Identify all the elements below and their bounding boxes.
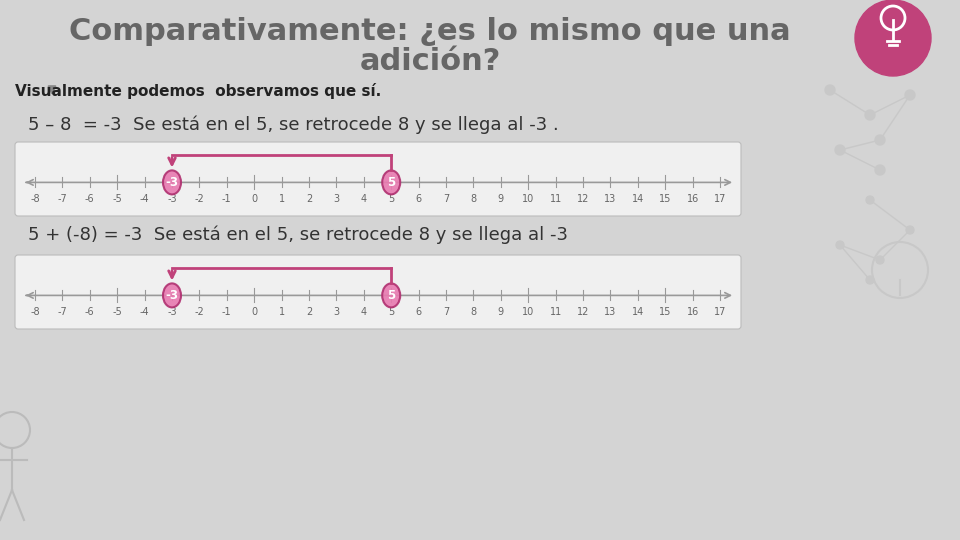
- Text: 5: 5: [388, 307, 395, 318]
- Text: 13: 13: [604, 194, 616, 205]
- Text: 0: 0: [252, 307, 257, 318]
- Circle shape: [855, 0, 931, 76]
- Text: 10: 10: [522, 307, 535, 318]
- Text: 7: 7: [443, 194, 449, 205]
- Text: -3: -3: [167, 194, 177, 205]
- Text: 17: 17: [714, 194, 726, 205]
- Text: 5 – 8  = -3  Se está en el 5, se retrocede 8 y se llega al -3 .: 5 – 8 = -3 Se está en el 5, se retrocede…: [28, 116, 559, 134]
- Ellipse shape: [382, 284, 400, 307]
- Text: 11: 11: [549, 307, 562, 318]
- Text: 9: 9: [497, 307, 504, 318]
- Text: -2: -2: [195, 194, 204, 205]
- Text: adición?: adición?: [359, 48, 501, 77]
- Text: 9: 9: [497, 194, 504, 205]
- Circle shape: [875, 135, 885, 145]
- Text: 15: 15: [659, 307, 671, 318]
- Circle shape: [865, 110, 875, 120]
- Text: -7: -7: [58, 307, 67, 318]
- FancyBboxPatch shape: [15, 142, 741, 216]
- Text: 7: 7: [443, 307, 449, 318]
- Text: 4: 4: [361, 307, 367, 318]
- Ellipse shape: [163, 284, 181, 307]
- Text: 1: 1: [278, 307, 285, 318]
- Text: 8: 8: [470, 307, 476, 318]
- Text: 6: 6: [416, 194, 421, 205]
- Circle shape: [906, 226, 914, 234]
- Text: Visualmente podemos  observamos que sí.: Visualmente podemos observamos que sí.: [15, 83, 381, 99]
- Text: 11: 11: [549, 194, 562, 205]
- Ellipse shape: [163, 171, 181, 194]
- Text: 17: 17: [714, 307, 726, 318]
- Text: 5: 5: [388, 194, 395, 205]
- Text: 14: 14: [632, 307, 644, 318]
- Circle shape: [825, 85, 835, 95]
- Text: 14: 14: [632, 194, 644, 205]
- Text: -4: -4: [140, 307, 150, 318]
- Text: -5: -5: [112, 307, 122, 318]
- Circle shape: [835, 145, 845, 155]
- Text: 6: 6: [416, 307, 421, 318]
- Text: 5: 5: [387, 289, 396, 302]
- Text: -8: -8: [30, 194, 39, 205]
- Text: 12: 12: [577, 194, 589, 205]
- Text: -7: -7: [58, 194, 67, 205]
- Text: 16: 16: [686, 194, 699, 205]
- Text: 3: 3: [333, 194, 340, 205]
- FancyBboxPatch shape: [15, 255, 741, 329]
- Circle shape: [876, 256, 884, 264]
- Text: -2: -2: [195, 307, 204, 318]
- Text: Comparativamente: ¿es lo mismo que una: Comparativamente: ¿es lo mismo que una: [69, 17, 791, 46]
- Text: 5: 5: [387, 176, 396, 189]
- Circle shape: [866, 196, 874, 204]
- Circle shape: [836, 241, 844, 249]
- Text: 2: 2: [306, 194, 312, 205]
- Text: 5 + (-8) = -3  Se está en el 5, se retrocede 8 y se llega al -3: 5 + (-8) = -3 Se está en el 5, se retroc…: [28, 225, 568, 244]
- Text: 15: 15: [659, 194, 671, 205]
- Text: -4: -4: [140, 194, 150, 205]
- Text: -3: -3: [165, 289, 179, 302]
- Text: -6: -6: [85, 307, 95, 318]
- Text: -1: -1: [222, 194, 231, 205]
- Text: -3: -3: [167, 307, 177, 318]
- Text: -5: -5: [112, 194, 122, 205]
- Text: 4: 4: [361, 194, 367, 205]
- Text: 2: 2: [306, 307, 312, 318]
- Text: 10: 10: [522, 194, 535, 205]
- Circle shape: [866, 276, 874, 284]
- Text: -8: -8: [30, 307, 39, 318]
- Text: 12: 12: [577, 307, 589, 318]
- Text: 13: 13: [604, 307, 616, 318]
- Text: 8: 8: [470, 194, 476, 205]
- Text: 16: 16: [686, 307, 699, 318]
- Text: 1: 1: [278, 194, 285, 205]
- Text: -3: -3: [165, 176, 179, 189]
- Text: -1: -1: [222, 307, 231, 318]
- Circle shape: [905, 90, 915, 100]
- Text: 3: 3: [333, 307, 340, 318]
- Text: -6: -6: [85, 194, 95, 205]
- Ellipse shape: [382, 171, 400, 194]
- Circle shape: [875, 165, 885, 175]
- Text: 0: 0: [252, 194, 257, 205]
